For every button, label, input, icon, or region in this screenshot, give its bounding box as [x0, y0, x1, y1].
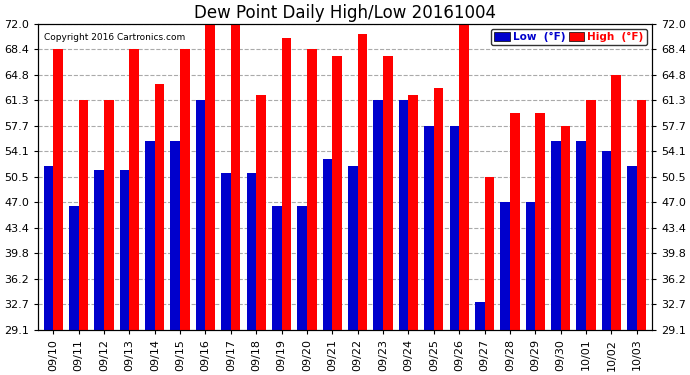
Bar: [526, 202, 535, 330]
Bar: [79, 100, 88, 330]
Bar: [560, 126, 570, 330]
Bar: [399, 100, 408, 330]
Bar: [434, 88, 444, 330]
Bar: [357, 34, 367, 330]
Bar: [637, 100, 647, 330]
Bar: [333, 56, 342, 330]
Bar: [408, 95, 418, 330]
Bar: [576, 141, 586, 330]
Bar: [206, 16, 215, 330]
Bar: [424, 126, 434, 330]
Bar: [43, 166, 53, 330]
Bar: [231, 24, 241, 330]
Bar: [272, 206, 282, 330]
Bar: [246, 174, 256, 330]
Bar: [459, 20, 469, 330]
Bar: [170, 141, 180, 330]
Bar: [196, 100, 206, 330]
Bar: [627, 166, 637, 330]
Bar: [475, 302, 484, 330]
Bar: [256, 95, 266, 330]
Bar: [69, 206, 79, 330]
Title: Dew Point Daily High/Low 20161004: Dew Point Daily High/Low 20161004: [194, 4, 496, 22]
Bar: [130, 50, 139, 330]
Bar: [221, 174, 231, 330]
Bar: [104, 100, 114, 330]
Bar: [155, 84, 164, 330]
Bar: [95, 170, 104, 330]
Bar: [602, 152, 611, 330]
Bar: [611, 75, 621, 330]
Bar: [535, 113, 545, 330]
Bar: [180, 50, 190, 330]
Bar: [297, 206, 307, 330]
Bar: [373, 100, 383, 330]
Bar: [145, 141, 155, 330]
Bar: [120, 170, 130, 330]
Bar: [586, 100, 595, 330]
Legend: Low  (°F), High  (°F): Low (°F), High (°F): [491, 29, 647, 45]
Bar: [500, 202, 510, 330]
Bar: [282, 38, 291, 330]
Bar: [307, 50, 317, 330]
Bar: [484, 177, 494, 330]
Bar: [323, 159, 333, 330]
Bar: [383, 56, 393, 330]
Bar: [53, 50, 63, 330]
Bar: [449, 126, 459, 330]
Text: Copyright 2016 Cartronics.com: Copyright 2016 Cartronics.com: [44, 33, 186, 42]
Bar: [348, 166, 357, 330]
Bar: [551, 141, 560, 330]
Bar: [510, 113, 520, 330]
